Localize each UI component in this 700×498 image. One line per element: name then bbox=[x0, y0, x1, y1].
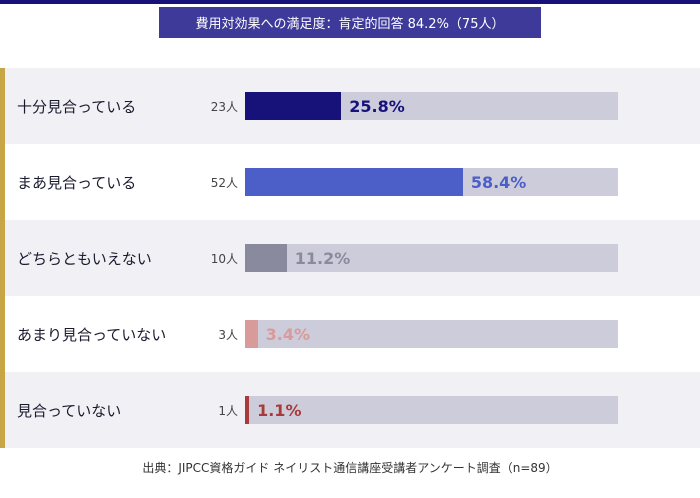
category-label: 十分見合っている bbox=[17, 97, 137, 116]
category-label: 見合っていない bbox=[17, 401, 122, 420]
bar-track bbox=[245, 320, 618, 348]
bar bbox=[245, 396, 250, 424]
count-label: 10人 bbox=[210, 251, 238, 266]
bar bbox=[245, 168, 463, 196]
source-note: 出典：JIPCC資格ガイド ネイリスト通信講座受講者アンケート調査（n=89） bbox=[142, 461, 558, 475]
category-label: まあ見合っている bbox=[17, 173, 137, 192]
category-label: あまり見合っていない bbox=[17, 325, 167, 344]
value-label: 58.4% bbox=[470, 172, 527, 192]
left-accent-line bbox=[0, 68, 5, 448]
bar bbox=[245, 320, 258, 348]
count-label: 23人 bbox=[210, 99, 238, 114]
bar-chart: 十分見合っている 23人 25.8% まあ見合っている 52人 58.4% どちらともいえな… bbox=[0, 68, 700, 448]
category-label: どちらともいえない bbox=[17, 249, 152, 268]
value-label: 1.1% bbox=[257, 400, 302, 420]
bar bbox=[245, 244, 287, 272]
bar-track bbox=[245, 396, 618, 424]
value-label: 25.8% bbox=[349, 96, 405, 116]
count-label: 52人 bbox=[210, 175, 238, 190]
value-label: 3.4% bbox=[265, 324, 311, 344]
bar-track bbox=[245, 244, 618, 272]
value-label: 11.2% bbox=[294, 248, 351, 268]
count-label: 1人 bbox=[218, 403, 238, 418]
bar bbox=[245, 92, 342, 120]
count-label: 3人 bbox=[218, 327, 238, 342]
top-accent-bar bbox=[0, 0, 700, 4]
chart-title: 費用対効果への満足度：肯定的回答 84.2%（75人） bbox=[159, 7, 541, 38]
